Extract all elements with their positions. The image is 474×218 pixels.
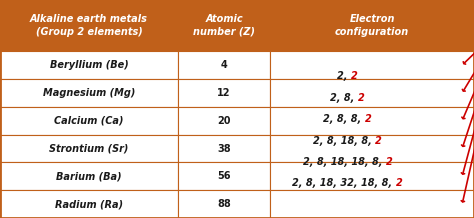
- Text: Magnesium (Mg): Magnesium (Mg): [43, 88, 135, 98]
- Bar: [178, 135, 270, 162]
- Bar: [270, 162, 474, 190]
- Text: 2, 8, 18, 18, 8,: 2, 8, 18, 18, 8,: [303, 157, 386, 167]
- Text: Barium (Ba): Barium (Ba): [56, 171, 122, 181]
- Text: Strontium (Sr): Strontium (Sr): [49, 143, 128, 153]
- Bar: [178, 79, 270, 107]
- Bar: [270, 107, 474, 135]
- Text: 2: 2: [365, 114, 372, 124]
- Text: 2: 2: [375, 136, 382, 145]
- Bar: [270, 51, 474, 79]
- Text: 2,: 2,: [337, 71, 351, 81]
- Text: 2: 2: [386, 157, 392, 167]
- Bar: [0, 162, 178, 190]
- Text: 12: 12: [217, 88, 231, 98]
- Bar: [178, 162, 270, 190]
- Text: Atomic
number (Z): Atomic number (Z): [193, 14, 255, 37]
- Bar: [270, 0, 474, 51]
- Text: 2, 8, 18, 32, 18, 8,: 2, 8, 18, 32, 18, 8,: [292, 178, 396, 188]
- Bar: [0, 79, 178, 107]
- Text: 20: 20: [217, 116, 231, 126]
- Text: Alkaline earth metals
(Group 2 elements): Alkaline earth metals (Group 2 elements): [30, 14, 148, 37]
- Bar: [0, 107, 178, 135]
- Text: Calcium (Ca): Calcium (Ca): [54, 116, 124, 126]
- Text: Beryllium (Be): Beryllium (Be): [49, 60, 128, 70]
- Text: 88: 88: [217, 199, 231, 209]
- Text: 2, 8, 8,: 2, 8, 8,: [323, 114, 365, 124]
- Bar: [270, 79, 474, 107]
- Bar: [0, 190, 178, 218]
- Text: Electron
configuration: Electron configuration: [335, 14, 409, 37]
- Bar: [0, 0, 178, 51]
- Text: 2, 8,: 2, 8,: [330, 93, 358, 103]
- Bar: [178, 0, 270, 51]
- Text: 38: 38: [217, 143, 231, 153]
- Text: 4: 4: [220, 60, 228, 70]
- Text: 2: 2: [396, 178, 403, 188]
- Bar: [178, 107, 270, 135]
- Bar: [0, 51, 178, 79]
- Text: 2: 2: [358, 93, 365, 103]
- Text: Radium (Ra): Radium (Ra): [55, 199, 123, 209]
- Bar: [270, 135, 474, 162]
- Bar: [178, 190, 270, 218]
- Text: 56: 56: [217, 171, 231, 181]
- Text: 2: 2: [351, 71, 358, 81]
- Bar: [0, 135, 178, 162]
- Bar: [270, 190, 474, 218]
- Text: 2, 8, 18, 8,: 2, 8, 18, 8,: [313, 136, 375, 145]
- Bar: [178, 51, 270, 79]
